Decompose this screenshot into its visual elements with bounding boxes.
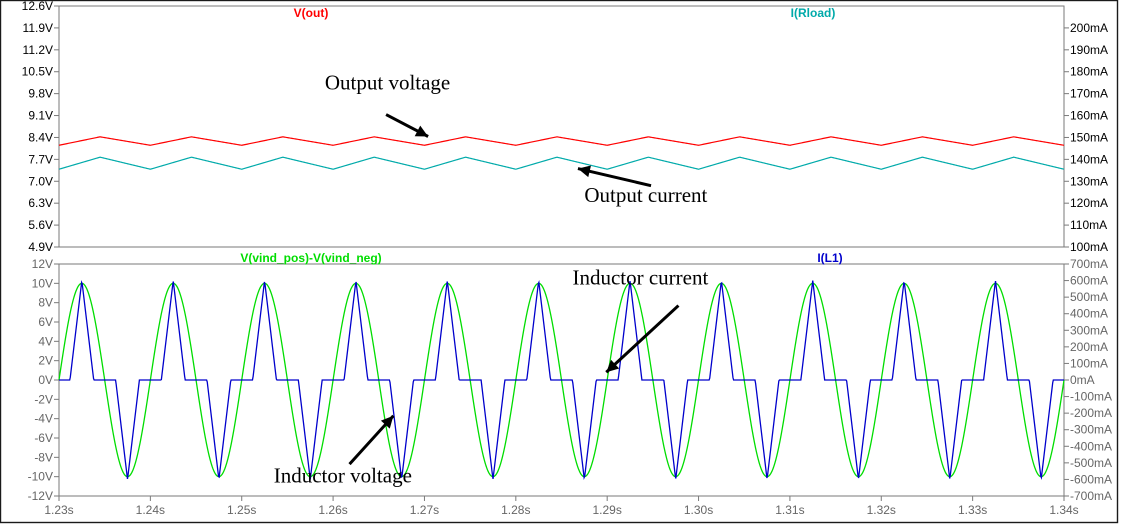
y-tick-label: 7.7V (28, 152, 53, 166)
annotation-output-voltage: Output voltage (325, 71, 450, 95)
y2-tick-label: 120mA (1070, 196, 1108, 210)
y-tick-label: 2V (38, 354, 53, 368)
trace-label-i-rload[interactable]: I(Rload) (791, 6, 836, 20)
y-tick-label: 9.1V (28, 109, 53, 123)
y2-tick-label: 700mA (1070, 257, 1108, 271)
annotation-inductor-voltage-label: Inductor voltage (274, 463, 412, 487)
x-tick-label: 1.28s (501, 503, 530, 517)
y-tick-label: 10V (32, 276, 53, 290)
annotation-inductor-current-label: Inductor current (572, 265, 708, 289)
y-tick-label: -8V (34, 450, 53, 464)
bottom-right-axis: -700mA -600mA -500mA -400mA -300mA -200mA -100… (1064, 257, 1112, 503)
top-plot-pane[interactable]: 4.9V 5.6V 6.3V 7.0V 7.7V 8.4V 9.1V 9.8V 10.5V 11.… (22, 0, 1108, 254)
y-tick-label: -6V (34, 431, 53, 445)
trace-i-rload (58, 156, 1065, 170)
annotation-inductor-current-arrow-shaft (605, 304, 680, 374)
y2-tick-label: -600mA (1070, 472, 1112, 486)
bottom-plot-pane[interactable]: -12V -10V -8V -6V -4V -2V 0V 2V 4V 6V 8V 10V 12V -70… (28, 251, 1112, 517)
x-tick-label: 1.23s (44, 503, 73, 517)
top-traces (58, 136, 1065, 170)
y2-tick-label: -300mA (1070, 423, 1112, 437)
x-tick-label: 1.33s (958, 503, 987, 517)
x-tick-label: 1.24s (136, 503, 165, 517)
top-right-axis: 100mA 110mA 120mA 130mA 140mA 150mA 160mA 170mA… (1064, 21, 1108, 254)
y-tick-label: 5.6V (28, 218, 53, 232)
y-tick-label: -4V (34, 412, 53, 426)
y2-tick-label: -700mA (1070, 489, 1112, 503)
y-tick-label: 9.8V (28, 87, 53, 101)
y-tick-label: 8.4V (28, 130, 53, 144)
x-tick-label: 1.32s (867, 503, 896, 517)
annotation-inductor-current-arrow-head (606, 359, 620, 373)
y2-tick-label: 160mA (1070, 109, 1108, 123)
top-annotations: Output voltage Output current (325, 71, 708, 208)
x-tick-label: 1.34s (1049, 503, 1078, 517)
y2-tick-label: 100mA (1070, 240, 1108, 254)
top-plot-frame (58, 5, 1065, 248)
y-tick-label: 4.9V (28, 240, 53, 254)
y-tick-label: 8V (38, 296, 53, 310)
y-tick-label: 6V (38, 315, 53, 329)
y2-tick-label: 170mA (1070, 87, 1108, 101)
y-tick-label: 6.3V (28, 196, 53, 210)
y-tick-label: 0V (38, 373, 53, 387)
x-tick-label: 1.30s (684, 503, 713, 517)
annotation-output-current-arrow-shaft (577, 167, 652, 188)
y2-tick-label: -200mA (1070, 406, 1112, 420)
trace-label-v-out[interactable]: V(out) (294, 6, 329, 20)
y2-tick-label: 190mA (1070, 43, 1108, 57)
x-tick-label: 1.29s (593, 503, 622, 517)
y2-tick-label: 600mA (1070, 274, 1108, 288)
top-left-axis: 4.9V 5.6V 6.3V 7.0V 7.7V 8.4V 9.1V 9.8V 10.5V 11.… (22, 0, 59, 254)
bottom-left-axis: -12V -10V -8V -6V -4V -2V 0V 2V 4V 6V 8V 10V 12V (28, 257, 59, 503)
trace-label-v-ind[interactable]: V(vind_pos)-V(vind_neg) (240, 251, 381, 265)
y2-tick-label: 200mA (1070, 21, 1108, 35)
bottom-annotations: Inductor current Inductor voltage (274, 265, 709, 487)
annotation-output-current-arrow-head (577, 165, 591, 178)
y-tick-label: 11.9V (23, 21, 53, 35)
y2-tick-label: -400mA (1070, 439, 1112, 453)
y2-tick-label: 180mA (1070, 65, 1108, 79)
y-tick-label: -12V (28, 489, 53, 503)
y-tick-label: 12.6V (22, 0, 53, 13)
y2-tick-label: -100mA (1070, 390, 1112, 404)
y2-tick-label: 400mA (1070, 307, 1108, 321)
x-tick-label: 1.26s (318, 503, 347, 517)
y-tick-label: 10.5V (22, 65, 53, 79)
x-tick-label: 1.31s (775, 503, 804, 517)
y-tick-label: 11.2V (23, 43, 53, 57)
y2-tick-label: 140mA (1070, 152, 1108, 166)
y-tick-label: 4V (38, 334, 53, 348)
y2-tick-label: 0mA (1070, 373, 1095, 387)
x-tick-label: 1.25s (227, 503, 256, 517)
y-tick-label: 7.0V (28, 174, 53, 188)
y2-tick-label: -500mA (1070, 456, 1112, 470)
x-tick-label: 1.27s (410, 503, 439, 517)
y2-tick-label: 150mA (1070, 130, 1108, 144)
annotation-output-voltage-arrow-head (414, 125, 429, 137)
y2-tick-label: 130mA (1070, 174, 1108, 188)
y-tick-label: 12V (32, 257, 53, 271)
y2-tick-label: 110mA (1070, 218, 1107, 232)
trace-v-out (58, 136, 1065, 146)
y2-tick-label: 300mA (1070, 323, 1108, 337)
trace-label-i-l1[interactable]: I(L1) (817, 251, 842, 265)
bottom-traces (58, 280, 1065, 480)
annotation-output-current: Output current (584, 183, 707, 207)
y2-tick-label: 500mA (1070, 290, 1108, 304)
y2-tick-label: 100mA (1070, 356, 1108, 370)
y2-tick-label: 200mA (1070, 340, 1108, 354)
y-tick-label: -10V (28, 470, 53, 484)
trace-i-l1 (59, 280, 1064, 480)
x-axis: 1.23s 1.24s 1.25s 1.26s 1.27s 1.28s 1.29s 1.30s… (44, 496, 1079, 517)
y-tick-label: -2V (34, 392, 53, 406)
annotation-inductor-voltage-arrow-head (380, 415, 394, 429)
